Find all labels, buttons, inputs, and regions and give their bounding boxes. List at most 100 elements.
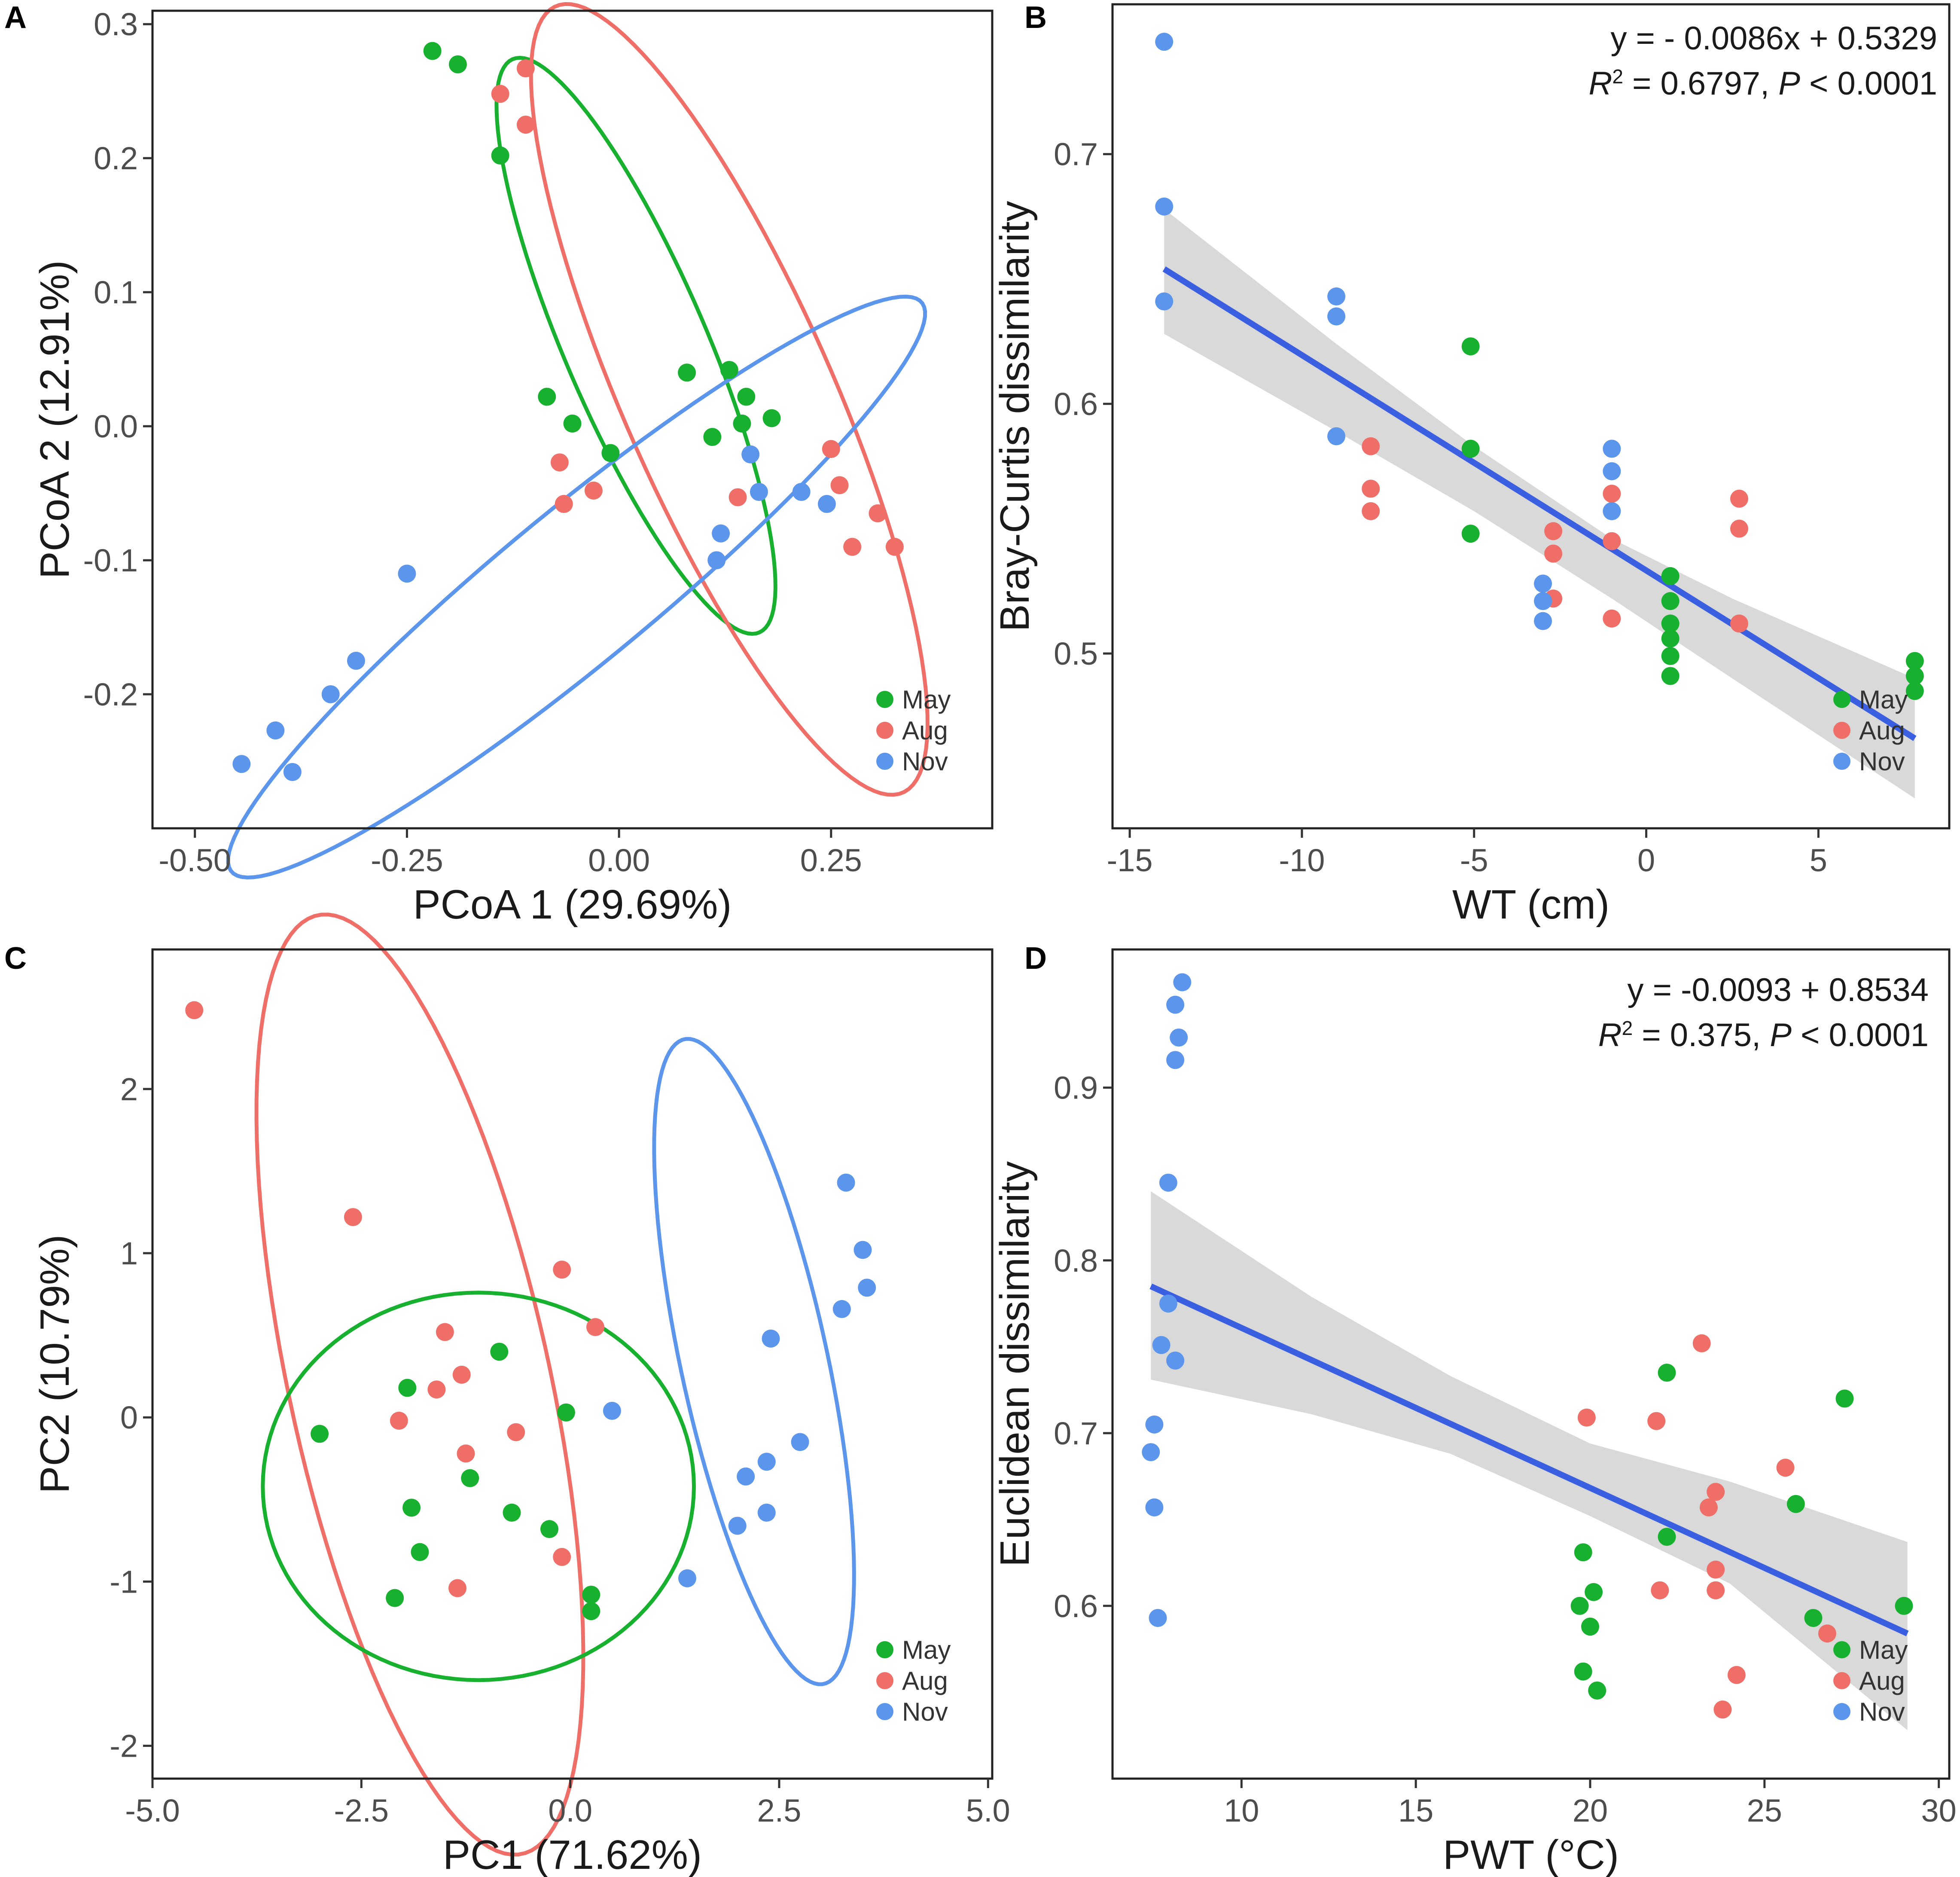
x-tick-label-d-4: 30: [1921, 1793, 1956, 1828]
x-tick-label-b-1: -10: [1279, 842, 1325, 878]
plot-frame-b: [1111, 3, 1951, 830]
point-may-c-5: [386, 1589, 404, 1607]
legend-label-nov-c: Nov: [902, 1697, 948, 1726]
y-tick-label-c-3: -1: [110, 1564, 138, 1599]
point-aug-d-10: [1818, 1624, 1836, 1643]
legend-label-may-c: May: [902, 1636, 951, 1664]
point-aug-a-11: [843, 537, 862, 556]
y-tick-label-a-1: 0.2: [94, 140, 138, 176]
point-aug-a-8: [822, 440, 840, 458]
y-tick-label-d-3: 0.6: [1054, 1588, 1098, 1624]
point-aug-c-1: [185, 1001, 204, 1019]
x-tick-label-a-0: -0.50: [159, 842, 231, 878]
y-tick-label-b-2: 0.5: [1054, 636, 1098, 671]
point-aug-b-10: [1730, 489, 1748, 508]
point-may-d-1: [1658, 1364, 1676, 1382]
point-nov-c-2: [853, 1241, 872, 1259]
point-may-c-10: [557, 1403, 575, 1422]
legend-marker-nov-b: [1833, 753, 1850, 770]
point-may-b-11: [1905, 667, 1924, 685]
y-tick-label-a-2: 0.1: [94, 275, 138, 310]
point-nov-b-6: [1327, 427, 1346, 446]
point-aug-d-12: [1713, 1700, 1732, 1719]
point-may-d-3: [1658, 1528, 1676, 1546]
legend-marker-may-c: [876, 1641, 893, 1658]
point-aug-b-3: [1362, 502, 1380, 520]
point-may-d-5: [1574, 1543, 1592, 1562]
point-may-c-6: [461, 1469, 479, 1487]
point-may-a-2: [448, 55, 467, 73]
fit-stats-part-b-4: < 0.0001: [1800, 65, 1937, 102]
x-axis-title-a: PCoA 1 (29.69%): [413, 882, 732, 928]
ellipse-may-a: [494, 55, 777, 636]
point-aug-c-6: [390, 1411, 408, 1430]
legend-marker-aug-b: [1833, 722, 1850, 739]
point-nov-b-3: [1155, 292, 1174, 311]
point-aug-b-9: [1603, 609, 1621, 628]
point-aug-c-9: [553, 1260, 571, 1279]
legend-marker-nov-a: [876, 753, 893, 770]
legend-label-nov-a: Nov: [902, 747, 948, 776]
panel-d: D 10 15 20 25 30 0.9 0.8 0.7 0.6 PWT (°C) Euclidean…: [992, 941, 1957, 1877]
legend-marker-nov-d: [1833, 1703, 1850, 1720]
ellipse-nov-a: [226, 294, 927, 880]
y-tick-label-a-4: -0.1: [83, 543, 138, 578]
point-may-a-12: [762, 409, 781, 427]
point-may-c-2: [398, 1379, 417, 1397]
regression-line-b: [1162, 266, 1917, 741]
panel-letter-d: D: [1024, 941, 1047, 976]
x-tick-label-a-3: 0.25: [800, 842, 862, 878]
x-tick-label-c-0: -5.0: [125, 1793, 180, 1828]
point-aug-d-11: [1727, 1666, 1746, 1684]
point-may-b-5: [1661, 592, 1680, 610]
point-nov-c-11: [728, 1517, 747, 1535]
plot-frame-a: [151, 9, 994, 830]
x-tick-label-c-1: -2.5: [334, 1793, 389, 1828]
y-tick-label-d-2: 0.7: [1054, 1416, 1098, 1451]
point-nov-c-10: [757, 1503, 776, 1522]
y-axis-title-c: PC2 (10.79%): [32, 1235, 78, 1494]
y-tick-label-d-1: 0.8: [1054, 1243, 1098, 1279]
point-aug-a-4: [550, 453, 569, 472]
equation-b: y = - 0.0086x + 0.5329: [1610, 20, 1937, 57]
point-aug-b-2: [1362, 479, 1380, 498]
point-nov-a-5: [712, 524, 730, 543]
panel-letter-c: C: [4, 941, 27, 976]
point-nov-a-7: [398, 565, 416, 583]
x-tick-label-a-1: -0.25: [371, 842, 443, 878]
point-nov-c-1: [837, 1173, 855, 1192]
y-tick-label-b-1: 0.6: [1054, 386, 1098, 422]
point-nov-d-10: [1142, 1443, 1160, 1462]
point-nov-a-6: [707, 551, 726, 570]
legend-label-nov-b: Nov: [1859, 747, 1905, 776]
point-nov-c-6: [603, 1401, 621, 1420]
x-tick-label-c-3: 2.5: [757, 1793, 802, 1828]
point-nov-b-2: [1155, 197, 1174, 216]
point-may-b-6: [1661, 614, 1680, 633]
point-may-c-8: [503, 1503, 521, 1522]
x-tick-label-d-1: 15: [1398, 1793, 1433, 1828]
legend-marker-nov-c: [876, 1703, 893, 1720]
legend-marker-may-b: [1833, 691, 1850, 708]
fit-stats-part-d-3: P: [1770, 1017, 1792, 1053]
point-aug-d-4: [1776, 1459, 1795, 1477]
point-nov-a-12: [283, 763, 302, 781]
point-may-b-8: [1661, 647, 1680, 665]
point-may-a-9: [737, 388, 756, 406]
point-may-d-7: [1585, 1583, 1603, 1601]
point-nov-d-11: [1145, 1498, 1164, 1517]
fit-stats-part-b-2: = 0.6797,: [1623, 65, 1778, 102]
panel-letter-b: B: [1024, 0, 1047, 35]
legend-marker-may-a: [876, 691, 893, 708]
point-aug-c-12: [448, 1579, 467, 1597]
fit-stats-part-b-1: 2: [1612, 65, 1623, 88]
x-tick-label-b-4: 5: [1810, 842, 1827, 878]
point-aug-a-6: [555, 495, 573, 513]
point-may-d-12: [1895, 1596, 1913, 1615]
point-aug-c-7: [457, 1444, 475, 1463]
point-nov-b-8: [1603, 462, 1621, 480]
point-nov-a-4: [817, 495, 836, 513]
point-aug-d-9: [1651, 1581, 1669, 1599]
x-tick-label-b-3: 0: [1637, 842, 1655, 878]
point-nov-b-10: [1534, 574, 1552, 593]
